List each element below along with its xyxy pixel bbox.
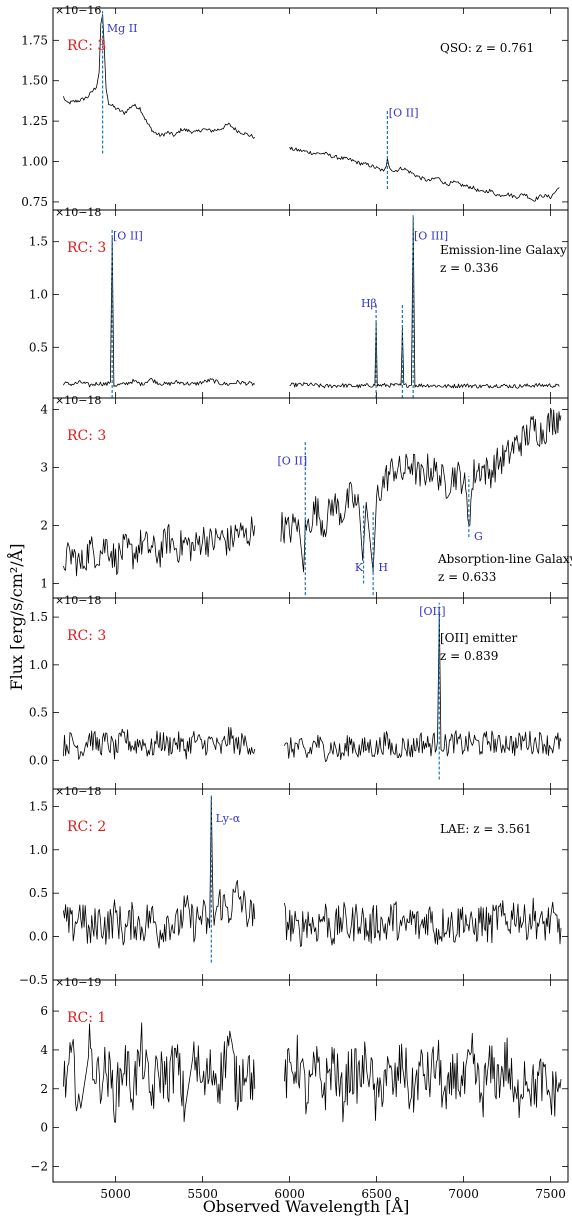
spectrum-panel-1: 0.75 1.00 1.25 1.50 1.75 ×10−16 Mg II [O II] RC:… — [21, 4, 569, 211]
panel-frame — [52, 979, 569, 1183]
x-tick-label: 5000 — [100, 1187, 131, 1201]
object-label: Absorption-line Galaxy — [437, 552, 572, 566]
spectrum-line — [63, 516, 256, 577]
x-axis-label: Observed Wavelength [Å] — [203, 1196, 410, 1216]
y-tick-label: 0.5 — [29, 706, 48, 720]
object-label: QSO: z = 0.761 — [440, 41, 534, 55]
line-label: Ly-α — [216, 812, 241, 825]
line-label: K — [355, 561, 364, 574]
spectrum-panel-2: 0.5 1.0 1.5 ×10−18 [O II] Hβ [O III] RC: 3 Emiss… — [29, 206, 569, 399]
rc-label: RC: 2 — [67, 819, 106, 835]
rc-label: RC: 3 — [67, 628, 106, 644]
scale-factor: ×10−18 — [55, 785, 101, 798]
x-tick-label: 6500 — [361, 1187, 392, 1201]
rc-label: RC: 3 — [67, 428, 106, 444]
x-tick-label: 7000 — [448, 1187, 479, 1201]
y-tick-label: 1.5 — [29, 235, 48, 249]
panel-frame — [52, 397, 569, 599]
line-label: G — [474, 530, 483, 543]
line-label: Mg II — [107, 22, 138, 35]
line-label: [O II] — [277, 455, 307, 468]
y-tick-label: 0.5 — [29, 886, 48, 900]
panel-frame — [52, 788, 569, 981]
spectrum-line — [289, 218, 560, 389]
y-tick-label: 1.5 — [29, 610, 48, 624]
y-tick-label: 1.50 — [21, 74, 48, 88]
spectrum-line — [284, 897, 562, 947]
scale-factor: ×10−18 — [55, 206, 101, 219]
rc-label: RC: 3 — [67, 240, 106, 256]
x-tick-label: 5500 — [187, 1187, 218, 1201]
y-axis-label: Flux [erg/s/cm²/Å] — [6, 544, 26, 691]
y-tick-label: 0.0 — [29, 930, 48, 944]
y-tick-label: 4 — [40, 403, 48, 417]
rc-label: RC: 1 — [67, 1010, 106, 1026]
y-tick-label: 2 — [40, 519, 48, 533]
object-label: z = 0.336 — [440, 261, 498, 275]
object-label: [OII] emitter — [440, 631, 518, 645]
y-tick-label: 0 — [40, 1121, 48, 1135]
spectrum-line — [63, 1022, 256, 1123]
rc-label: RC: 3 — [67, 38, 106, 54]
y-tick-label: 1.0 — [29, 843, 48, 857]
spectrum-panel-5: −0.5 0.0 0.5 1.0 1.5 ×10−18 Ly-α RC: 2 LAE: z = … — [19, 785, 569, 987]
spectrum-line — [284, 1032, 562, 1123]
line-label: [O III] — [414, 230, 448, 243]
y-tick-label: −0.5 — [19, 973, 48, 987]
scale-factor: ×10−18 — [55, 394, 101, 407]
y-tick-label: 6 — [40, 1004, 48, 1018]
object-label: z = 0.633 — [438, 570, 496, 584]
object-label: Emission-line Galaxy — [440, 243, 567, 257]
scale-factor: ×10−16 — [55, 4, 101, 17]
spectrum-line — [289, 146, 560, 202]
panel-frame — [52, 597, 569, 790]
y-tick-label: 1 — [40, 577, 48, 591]
line-label: H — [378, 561, 388, 574]
y-tick-label: 0.0 — [29, 753, 48, 767]
y-tick-label: 3 — [40, 461, 48, 475]
y-tick-label: 1.75 — [21, 33, 48, 47]
y-tick-label: 1.25 — [21, 114, 48, 128]
line-label: Hβ — [361, 297, 377, 310]
object-label: LAE: z = 3.561 — [440, 822, 532, 836]
y-tick-label: −2 — [30, 1159, 48, 1173]
y-tick-label: 0.5 — [29, 340, 48, 354]
scale-factor: ×10−18 — [55, 594, 101, 607]
spectrum-line — [63, 14, 256, 139]
spectrum-line — [63, 726, 256, 760]
y-tick-label: 1.0 — [29, 658, 48, 672]
object-label: z = 0.839 — [440, 649, 498, 663]
y-tick-label: 1.00 — [21, 155, 48, 169]
y-tick-label: 4 — [40, 1043, 48, 1057]
scale-factor: ×10−19 — [55, 976, 101, 989]
y-tick-label: 2 — [40, 1082, 48, 1096]
y-tick-label: 1.0 — [29, 287, 48, 301]
x-tick-label: 7500 — [535, 1187, 566, 1201]
y-tick-label: 1.5 — [29, 799, 48, 813]
spectrum-line — [280, 407, 562, 573]
spectrum-panel-6: −2 0 2 4 6 ×10−19 RC: 1 — [30, 976, 569, 1183]
line-label: [O II] — [389, 106, 419, 119]
line-label: [O II] — [113, 230, 143, 243]
panel-frame — [52, 7, 569, 211]
x-tick-label: 6000 — [274, 1187, 305, 1201]
spectrum-line — [63, 236, 256, 388]
spectrum-panel-3: 1 2 3 4 ×10−18 [O II] K H G RC: 3 Absorption-line … — [40, 394, 572, 599]
line-label: [OII] — [419, 605, 445, 618]
spectrum-line — [63, 795, 256, 949]
y-tick-label: 0.75 — [21, 195, 48, 209]
spectrum-panel-4: 0.0 0.5 1.0 1.5 ×10−18 [OII] RC: 3 [OII] emitte… — [29, 594, 569, 790]
spectrum-line — [284, 611, 562, 762]
